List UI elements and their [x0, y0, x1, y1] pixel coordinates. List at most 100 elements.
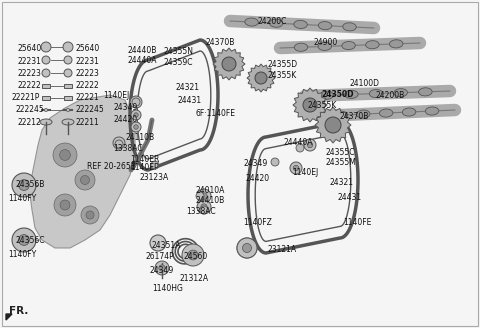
Circle shape — [151, 161, 159, 169]
Text: 1140EJ: 1140EJ — [292, 168, 318, 177]
Ellipse shape — [318, 42, 332, 51]
Text: REF 20-265B: REF 20-265B — [87, 162, 136, 171]
Circle shape — [81, 175, 89, 184]
FancyBboxPatch shape — [42, 96, 50, 100]
Text: 24440B: 24440B — [128, 46, 157, 55]
Circle shape — [197, 200, 211, 214]
Text: 24440A: 24440A — [284, 138, 313, 147]
Ellipse shape — [345, 90, 358, 98]
Ellipse shape — [334, 111, 347, 119]
Ellipse shape — [369, 90, 383, 98]
Ellipse shape — [366, 41, 379, 49]
Circle shape — [64, 69, 72, 77]
Text: 22231: 22231 — [75, 57, 99, 66]
Ellipse shape — [40, 119, 52, 125]
Circle shape — [44, 108, 48, 112]
Text: 24010A: 24010A — [196, 186, 226, 195]
Text: 24355M: 24355M — [326, 158, 357, 167]
Circle shape — [81, 206, 99, 224]
Ellipse shape — [389, 40, 403, 48]
Text: 24349: 24349 — [243, 159, 267, 168]
Ellipse shape — [62, 119, 74, 125]
Circle shape — [200, 206, 208, 214]
Text: 24359C: 24359C — [164, 58, 193, 67]
Circle shape — [157, 263, 167, 273]
Ellipse shape — [245, 18, 258, 26]
Text: 24349: 24349 — [150, 266, 174, 275]
Text: 25640: 25640 — [75, 44, 99, 53]
Ellipse shape — [425, 107, 439, 115]
Text: 24440A: 24440A — [128, 56, 157, 65]
Text: 1140EP: 1140EP — [130, 163, 158, 172]
Text: 222245: 222245 — [75, 105, 104, 114]
Text: 1140EJ: 1140EJ — [103, 91, 129, 100]
Ellipse shape — [357, 110, 370, 118]
Circle shape — [293, 165, 299, 171]
Circle shape — [53, 143, 77, 167]
Circle shape — [66, 108, 70, 112]
Circle shape — [131, 110, 141, 120]
Ellipse shape — [379, 109, 393, 117]
Circle shape — [19, 180, 29, 190]
Circle shape — [197, 189, 211, 203]
Circle shape — [134, 125, 138, 129]
Circle shape — [196, 192, 204, 200]
Circle shape — [155, 261, 169, 275]
Circle shape — [303, 98, 317, 112]
Polygon shape — [213, 48, 245, 80]
Circle shape — [113, 137, 125, 149]
Circle shape — [290, 162, 302, 174]
Circle shape — [237, 238, 257, 258]
Circle shape — [12, 173, 36, 197]
Circle shape — [325, 117, 341, 133]
Circle shape — [116, 140, 122, 146]
Circle shape — [12, 228, 36, 252]
Circle shape — [54, 194, 76, 216]
Circle shape — [41, 42, 51, 52]
Text: 24321: 24321 — [330, 178, 354, 187]
Circle shape — [115, 140, 123, 148]
Circle shape — [75, 170, 95, 190]
Text: 24355D: 24355D — [268, 60, 298, 69]
Text: 24200C: 24200C — [258, 17, 288, 26]
Circle shape — [133, 99, 139, 105]
Text: 24355K: 24355K — [268, 71, 297, 80]
Circle shape — [188, 250, 198, 260]
Text: 21312A: 21312A — [180, 274, 209, 283]
Text: 22231: 22231 — [18, 57, 42, 66]
Text: 24370B: 24370B — [206, 38, 235, 47]
Text: 1140FY: 1140FY — [8, 250, 36, 259]
Circle shape — [159, 265, 165, 271]
Text: 22212: 22212 — [18, 118, 42, 127]
Text: 22223: 22223 — [75, 69, 99, 78]
Circle shape — [130, 96, 142, 108]
Text: 24431: 24431 — [338, 193, 362, 202]
Text: 24110B: 24110B — [126, 133, 155, 142]
Circle shape — [131, 122, 141, 132]
FancyBboxPatch shape — [64, 96, 72, 100]
Circle shape — [42, 56, 50, 64]
Circle shape — [296, 144, 304, 152]
Circle shape — [42, 69, 50, 77]
Polygon shape — [30, 95, 135, 248]
Text: 1140HG: 1140HG — [152, 284, 183, 293]
Ellipse shape — [419, 88, 432, 96]
Text: 22222: 22222 — [18, 81, 42, 90]
FancyBboxPatch shape — [42, 84, 50, 88]
Text: 24431: 24431 — [178, 96, 202, 105]
Circle shape — [237, 238, 257, 258]
Ellipse shape — [402, 108, 416, 116]
Circle shape — [134, 113, 138, 117]
Text: 24349: 24349 — [113, 103, 137, 112]
Ellipse shape — [394, 89, 408, 97]
Circle shape — [63, 42, 73, 52]
Text: 24356B: 24356B — [15, 180, 44, 189]
Polygon shape — [293, 88, 327, 122]
Text: 22223: 22223 — [18, 69, 42, 78]
Circle shape — [182, 244, 204, 266]
Circle shape — [19, 235, 29, 245]
Text: 26174P: 26174P — [145, 252, 174, 261]
Text: 24560: 24560 — [184, 252, 208, 261]
Ellipse shape — [342, 42, 355, 50]
Ellipse shape — [320, 91, 334, 99]
